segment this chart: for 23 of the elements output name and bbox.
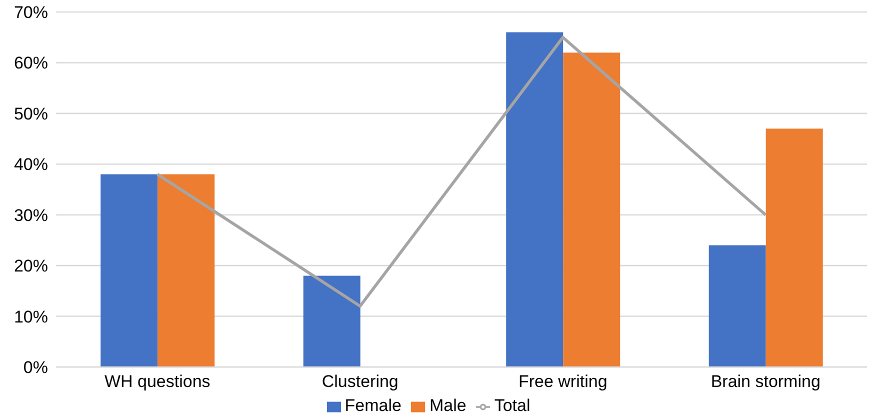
y-tick-label: 30% bbox=[14, 206, 48, 225]
x-tick-label: Brain storming bbox=[710, 372, 820, 392]
bar bbox=[506, 32, 564, 367]
y-tick-label: 20% bbox=[14, 256, 48, 276]
y-tick-label: 50% bbox=[14, 104, 48, 124]
bar bbox=[766, 128, 823, 367]
legend-label: Total bbox=[494, 396, 530, 415]
bar bbox=[563, 52, 620, 367]
x-tick-label: Clustering bbox=[322, 372, 398, 392]
legend-label: Male bbox=[429, 396, 466, 415]
y-tick-label: 0% bbox=[23, 358, 48, 378]
bar bbox=[303, 276, 360, 367]
bar bbox=[158, 174, 215, 367]
line-series bbox=[156, 36, 768, 308]
bar bbox=[708, 245, 766, 367]
y-tick-label: 60% bbox=[14, 54, 48, 73]
bar bbox=[100, 174, 158, 367]
y-tick-label: 10% bbox=[14, 307, 48, 326]
x-tick-label: Free writing bbox=[518, 372, 608, 392]
y-tick-label: 40% bbox=[14, 155, 48, 174]
legend-label: Female bbox=[344, 396, 402, 415]
y-tick-label: 70% bbox=[14, 3, 48, 22]
x-tick-label: WH questions bbox=[104, 372, 210, 392]
